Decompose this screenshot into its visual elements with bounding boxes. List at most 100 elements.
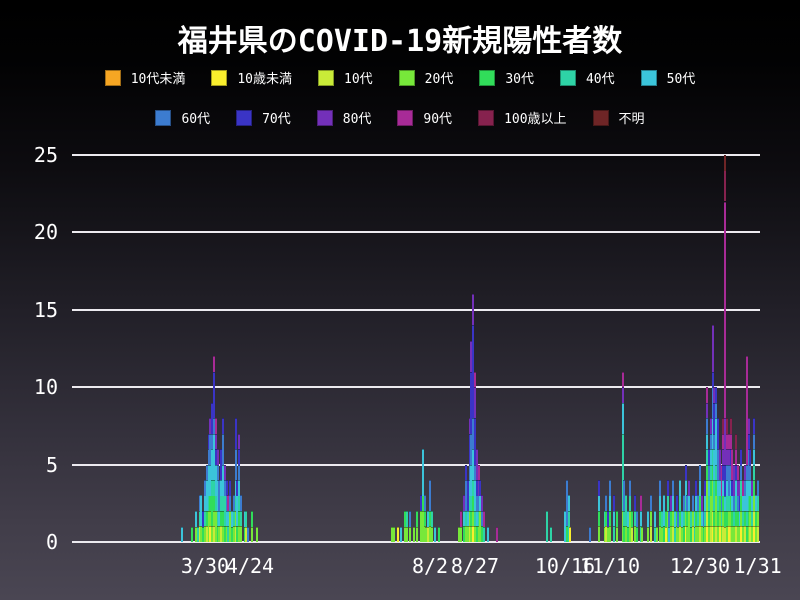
bar-segment [198, 495, 201, 511]
bar-segment [195, 511, 197, 527]
bar-segment [677, 526, 680, 542]
bar-segment [232, 510, 235, 527]
bar-segment [727, 510, 730, 527]
stacked-bar [216, 449, 219, 542]
bar-segment [567, 510, 570, 542]
bar-segment [218, 526, 221, 542]
stacked-bar [607, 511, 610, 542]
bar-segment [706, 418, 709, 434]
bar-segment [222, 510, 224, 527]
bar-segment [744, 464, 746, 481]
bar-segment [434, 526, 437, 542]
bar-segment [430, 526, 433, 542]
bar-segment [740, 495, 743, 511]
stacked-bar [180, 526, 183, 542]
bar-segment [609, 526, 611, 542]
bar-segment [403, 526, 406, 542]
x-axis-tick-label: 11/10 [579, 554, 641, 578]
bar-segment [700, 526, 703, 542]
bar-segment [209, 495, 212, 511]
bar-segment [213, 433, 215, 481]
stacked-bar [713, 387, 716, 542]
bar-segment [718, 510, 721, 527]
bar-segment [747, 418, 750, 434]
bar-segment [742, 480, 745, 496]
bar-segment [405, 511, 408, 527]
bar-segment [234, 418, 237, 450]
stacked-bar [247, 526, 250, 542]
bar-segment [472, 294, 475, 326]
bar-segment [609, 495, 611, 511]
bar-segment [625, 495, 628, 527]
stacked-bar [420, 495, 422, 542]
bar-segment [222, 495, 224, 511]
bar-segment [722, 495, 725, 511]
bar-segment [549, 526, 552, 542]
bar-segment [663, 526, 665, 542]
bar-segment [598, 495, 601, 511]
bar-segment [709, 464, 712, 481]
bar-segment [204, 526, 206, 542]
bar-segment [211, 449, 214, 481]
bar-segment [711, 510, 714, 527]
bar-segment [211, 433, 214, 450]
bar-segment [666, 495, 669, 511]
bar-segment [745, 510, 748, 527]
bar-segment [472, 480, 475, 496]
bar-segment [695, 480, 698, 496]
bar-segment [727, 449, 730, 465]
legend-label: 30代 [505, 72, 534, 87]
bar-segment [693, 526, 696, 542]
bar-segment [245, 511, 248, 527]
stacked-bar [753, 418, 755, 542]
stacked-bar [628, 480, 631, 542]
bar-segment [722, 464, 725, 481]
stacked-bar [722, 418, 725, 542]
bar-segment [211, 495, 214, 527]
bar-segment [421, 449, 424, 496]
bar-segment [726, 433, 728, 450]
bar-segment [216, 526, 219, 542]
bar-segment [468, 418, 471, 434]
bar-segment [697, 526, 700, 542]
bar-segment [405, 526, 408, 542]
stacked-bar [650, 495, 653, 542]
stacked-bar [213, 356, 215, 542]
bar-segment [747, 495, 750, 511]
bar-segment [742, 526, 745, 542]
bar-segment [468, 495, 471, 511]
bar-segment [706, 510, 709, 527]
bar-segment [623, 510, 626, 527]
stacked-bar [621, 371, 624, 542]
bar-segment [686, 526, 689, 542]
bar-segment [718, 449, 721, 481]
x-axis-tick-label: 8/27 [450, 554, 500, 578]
bar-segment [688, 495, 691, 511]
y-axis-tick-label: 10 [33, 375, 58, 400]
bar-segment [474, 371, 476, 388]
stacked-bar [605, 495, 608, 542]
bar-segment [598, 480, 601, 496]
bar-segment [709, 495, 712, 527]
bar-segment [679, 526, 682, 542]
bar-segment [225, 526, 228, 542]
bar-segment [231, 526, 233, 542]
bar-segment [605, 510, 608, 527]
bar-segment [706, 464, 709, 481]
legend-item: 90代 [397, 108, 452, 127]
bar-segment [704, 510, 707, 527]
bar-segment [223, 480, 226, 496]
y-axis-tick-label: 0 [45, 530, 58, 554]
stacked-bar [727, 433, 730, 542]
bar-segment [715, 526, 718, 542]
bar-segment [738, 480, 741, 496]
bar-segment [706, 402, 709, 419]
stacked-bar [718, 449, 721, 542]
bar-segment [684, 480, 687, 496]
bar-segment [393, 526, 395, 542]
stacked-bar [429, 479, 431, 542]
bar-segment [717, 526, 719, 542]
bar-segment [423, 526, 426, 542]
bar-segment [727, 464, 730, 496]
bar-segment [238, 526, 241, 542]
